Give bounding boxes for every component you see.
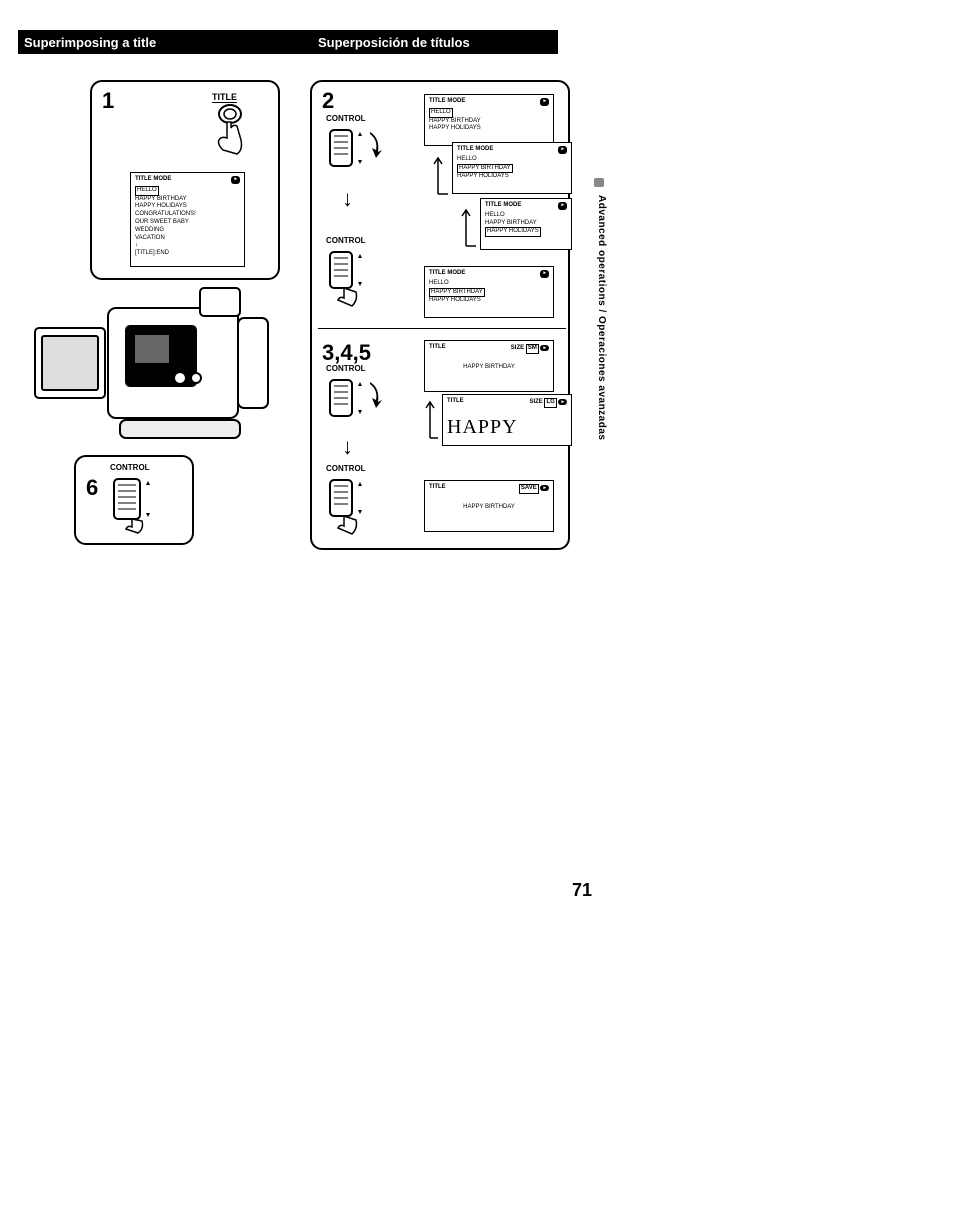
step2-screen-3: TITLE MODE ▸ HELLO HAPPY BIRTHDAY HAPPY H…: [480, 198, 572, 250]
line: ↓: [135, 242, 240, 250]
step-2-number: 2: [322, 88, 334, 114]
control-label: CONTROL: [110, 463, 150, 472]
page-number: 71: [572, 880, 592, 901]
line: HAPPY HOLIDAYS: [135, 203, 240, 211]
screen-hdr: TITLE MODE: [135, 176, 171, 184]
hdr: TITLE: [447, 398, 464, 408]
size-val: SM: [526, 344, 539, 354]
line: CONGRATULATIONS!: [135, 211, 240, 219]
line: [TITLE]:END: [135, 250, 240, 258]
badge-icon: ▸: [558, 399, 567, 405]
line-sel: HELLO: [429, 108, 453, 118]
size-val: LG: [544, 398, 556, 408]
size-lbl: SIZE: [511, 345, 524, 351]
section-side-label: Advanced operations / Operaciones avanza…: [596, 195, 607, 440]
line: WEDDING: [135, 227, 240, 235]
line: HAPPY HOLIDAYS: [457, 173, 567, 181]
line: HAPPY BIRTHDAY: [429, 118, 549, 126]
step-1-panel: 1 TITLE TITLE MODE ▸ HELLO HAPPY BIRTHDA…: [90, 80, 280, 280]
step345-screen-save: TITLE SAVE ▸ HAPPY BIRTHDAY: [424, 480, 554, 532]
body-large: HAPPY: [447, 414, 567, 440]
badge-icon: ▸: [540, 485, 549, 491]
control-dial-icon: [110, 475, 170, 535]
steps-2345-panel: 2 CONTROL ↓ CONTROL TITLE MODE ▸ HELLO HA…: [310, 80, 570, 550]
step345-screen-sm: TITLE SIZE SM ▸ HAPPY BIRTHDAY: [424, 340, 554, 392]
down-arrow-icon: ↓: [342, 434, 353, 460]
control-label: CONTROL: [326, 464, 366, 473]
control-label: CONTROL: [326, 114, 366, 123]
size-group: SIZE LG ▸: [529, 398, 567, 408]
page-header: Superimposing a title Superposición de t…: [18, 30, 558, 54]
hdr: TITLE: [429, 484, 446, 494]
step-1-number: 1: [102, 88, 114, 114]
line: VACATION: [135, 235, 240, 243]
badge-icon: ▸: [540, 98, 549, 106]
line: HAPPY BIRTHDAY: [485, 220, 567, 228]
flow-arrow-icon: [424, 396, 442, 449]
hdr: TITLE MODE: [485, 202, 521, 210]
header-left: Superimposing a title: [24, 35, 156, 50]
hdr: TITLE MODE: [429, 270, 465, 278]
line: HAPPY HOLIDAYS: [429, 297, 549, 305]
line-sel: HAPPY BIRTHDAY: [429, 288, 485, 298]
badge-icon: ▸: [558, 146, 567, 154]
press-title-button-icon: [207, 104, 253, 160]
title-button-label: TITLE: [212, 92, 237, 103]
body: HAPPY BIRTHDAY: [429, 504, 549, 512]
side-badge: [594, 178, 604, 187]
step-1-screen: TITLE MODE ▸ HELLO HAPPY BIRTHDAY HAPPY …: [130, 172, 245, 267]
badge-icon: ▸: [231, 176, 240, 184]
hdr: TITLE: [429, 344, 446, 354]
line: HAPPY BIRTHDAY: [135, 196, 240, 204]
step2-screen-4: TITLE MODE ▸ HELLO HAPPY BIRTHDAY HAPPY H…: [424, 266, 554, 318]
size-group: SIZE SM ▸: [511, 344, 549, 354]
control-dial-press-icon: [326, 248, 386, 308]
line-sel: HAPPY HOLIDAYS: [485, 227, 541, 237]
step2-screen-1: TITLE MODE ▸ HELLO HAPPY BIRTHDAY HAPPY H…: [424, 94, 554, 146]
flow-arrow-icon: [432, 152, 452, 205]
hdr: TITLE MODE: [457, 146, 493, 154]
down-arrow-icon: ↓: [342, 186, 353, 212]
step-6-number: 6: [86, 475, 98, 501]
save-group: SAVE ▸: [519, 484, 549, 494]
hdr: TITLE MODE: [429, 98, 465, 106]
control-label: CONTROL: [326, 236, 366, 245]
size-lbl: SIZE: [529, 399, 542, 405]
control-label: CONTROL: [326, 364, 366, 373]
header-right: Superposición de títulos: [318, 35, 470, 50]
line-sel: HAPPY BIRTHDAY: [457, 164, 513, 174]
control-dial-icon: [326, 126, 386, 180]
badge-icon: ▸: [540, 270, 549, 278]
line: HAPPY HOLIDAYS: [429, 125, 549, 133]
step345-screen-lg: TITLE SIZE LG ▸ HAPPY: [442, 394, 572, 446]
save-val: SAVE: [519, 484, 539, 494]
control-dial-press-icon: [326, 476, 386, 536]
badge-icon: ▸: [558, 202, 567, 210]
flow-arrow-icon: [460, 204, 480, 257]
badge-icon: ▸: [540, 345, 549, 351]
line-sel: HELLO: [135, 186, 159, 196]
line: OUR SWEET BABY: [135, 219, 240, 227]
line: HELLO: [457, 156, 567, 164]
step-6-panel: 6 CONTROL: [74, 455, 194, 545]
step-345-number: 3,4,5: [322, 340, 371, 366]
line: HELLO: [485, 212, 567, 220]
line: HELLO: [429, 280, 549, 288]
camcorder-illustration: [30, 278, 280, 458]
control-dial-icon: [326, 376, 386, 430]
step2-screen-2: TITLE MODE ▸ HELLO HAPPY BIRTHDAY HAPPY H…: [452, 142, 572, 194]
body: HAPPY BIRTHDAY: [429, 364, 549, 372]
